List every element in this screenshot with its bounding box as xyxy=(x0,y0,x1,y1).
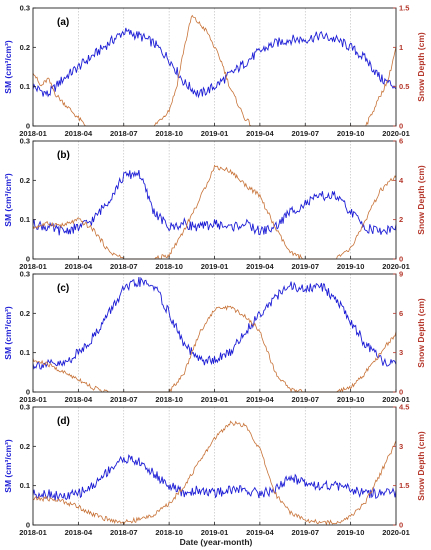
panel-d: 0 0.1 0.2 0.3 0 1.5 3 4.5 2018-01 2018-04 2018-07 2… xyxy=(3,403,426,538)
x-tick-label: 2019-10 xyxy=(337,262,365,271)
x-tick-label: 2018-10 xyxy=(155,528,183,537)
sm-series-line xyxy=(32,170,397,236)
x-tick-label: 2018-01 xyxy=(19,528,47,537)
x-tick-label: 2018-10 xyxy=(155,262,183,271)
x-tick-label: 2019-01 xyxy=(201,262,229,271)
y-right-tick-label: 6 xyxy=(399,309,403,318)
y-left-tick-label: 0.1 xyxy=(20,82,30,91)
y-left-tick-label: 0 xyxy=(26,122,30,131)
y-right-axis-title: Snow Depth (cm) xyxy=(416,298,426,368)
x-tick-label: 2019-07 xyxy=(291,262,319,271)
x-tick-label: 2020-01 xyxy=(382,395,410,404)
x-axis-title: Date (year-month) xyxy=(180,537,253,547)
y-left-tick-label: 0 xyxy=(26,255,30,264)
y-right-tick-label: 0 xyxy=(399,255,403,264)
chart-panels: 0 0.1 0.2 0.3 0 0.5 1 1.5 2018-01 2018-04 2018-07 2… xyxy=(3,4,426,538)
x-tick-label: 2019-10 xyxy=(337,395,365,404)
y-right-tick-label: 0 xyxy=(399,521,403,530)
x-tick-label: 2018-04 xyxy=(65,129,93,138)
x-tick-label: 2018-10 xyxy=(155,129,183,138)
y-right-tick-label: 0 xyxy=(399,122,403,131)
x-tick-label: 2019-01 xyxy=(201,129,229,138)
y-left-axis-title: SM (cm³/cm³) xyxy=(3,40,13,94)
x-tick-label: 2018-04 xyxy=(65,395,93,404)
x-tick-label: 2020-01 xyxy=(382,262,410,271)
panel-c: 0 0.1 0.2 0.3 0 3 6 9 2018-01 2018-04 2018-07 2018-… xyxy=(3,270,426,405)
x-tick-label: 2018-01 xyxy=(19,129,47,138)
y-right-axis-title: Snow Depth (cm) xyxy=(416,431,426,501)
y-left-tick-label: 0.1 xyxy=(20,481,30,490)
y-left-tick-label: 0.2 xyxy=(20,309,30,318)
panel-b: 0 0.1 0.2 0.3 0 2 4 6 2018-01 2018-04 2018-07 2018-… xyxy=(3,137,426,272)
y-right-tick-label: 1.5 xyxy=(399,481,409,490)
y-right-tick-label: 3 xyxy=(399,442,403,451)
x-tick-label: 2019-04 xyxy=(246,262,274,271)
y-right-tick-label: 3 xyxy=(399,348,403,357)
y-left-tick-label: 0.2 xyxy=(20,442,30,451)
panel-label: (d) xyxy=(57,416,70,427)
x-tick-label: 2018-01 xyxy=(19,395,47,404)
panel-label: (b) xyxy=(57,150,70,161)
snow-depth-series-line xyxy=(32,420,397,526)
x-tick-label: 2019-07 xyxy=(291,528,319,537)
sm-series-line xyxy=(32,27,397,99)
y-right-tick-label: 4 xyxy=(399,176,404,185)
x-tick-label: 2020-01 xyxy=(382,129,410,138)
x-tick-label: 2019-04 xyxy=(246,129,274,138)
x-tick-label: 2019-10 xyxy=(337,129,365,138)
y-left-axis-title: SM (cm³/cm³) xyxy=(3,439,13,493)
x-tick-label: 2018-07 xyxy=(110,262,138,271)
y-left-tick-label: 0.3 xyxy=(20,4,30,13)
x-tick-label: 2018-07 xyxy=(110,129,138,138)
x-tick-label: 2019-07 xyxy=(291,129,319,138)
x-tick-label: 2019-04 xyxy=(246,528,274,537)
snow-depth-series-line xyxy=(32,164,397,260)
sm-series-line xyxy=(32,276,397,370)
x-tick-label: 2018-04 xyxy=(65,528,93,537)
x-tick-label: 2018-04 xyxy=(65,262,93,271)
x-tick-label: 2020-01 xyxy=(382,528,410,537)
y-left-tick-label: 0.3 xyxy=(20,270,30,279)
x-tick-label: 2019-07 xyxy=(291,395,319,404)
y-right-tick-label: 6 xyxy=(399,137,403,146)
y-left-tick-label: 0.1 xyxy=(20,348,30,357)
y-right-tick-label: 4.5 xyxy=(399,403,409,412)
x-tick-label: 2018-07 xyxy=(110,528,138,537)
x-tick-label: 2019-10 xyxy=(337,528,365,537)
y-left-tick-label: 0.2 xyxy=(20,43,30,52)
x-tick-label: 2019-01 xyxy=(201,528,229,537)
x-tick-label: 2019-01 xyxy=(201,395,229,404)
y-right-tick-label: 2 xyxy=(399,215,403,224)
x-tick-label: 2019-04 xyxy=(246,395,274,404)
sm-series-line xyxy=(32,454,397,502)
y-right-tick-label: 1.5 xyxy=(399,4,409,13)
x-tick-label: 2018-10 xyxy=(155,395,183,404)
y-left-tick-label: 0 xyxy=(26,388,30,397)
panel-label: (c) xyxy=(57,283,69,294)
y-left-tick-label: 0.3 xyxy=(20,137,30,146)
y-right-tick-label: 0.5 xyxy=(399,82,409,91)
y-left-tick-label: 0.1 xyxy=(20,215,30,224)
y-left-tick-label: 0.2 xyxy=(20,176,30,185)
y-right-tick-label: 9 xyxy=(399,270,403,279)
y-right-tick-label: 0 xyxy=(399,388,403,397)
y-right-axis-title: Snow Depth (cm) xyxy=(416,165,426,235)
y-left-axis-title: SM (cm³/cm³) xyxy=(3,173,13,227)
x-tick-label: 2018-01 xyxy=(19,262,47,271)
y-left-tick-label: 0 xyxy=(26,521,30,530)
y-left-tick-label: 0.3 xyxy=(20,403,30,412)
y-right-axis-title: Snow Depth (cm) xyxy=(416,32,426,102)
y-right-tick-label: 1 xyxy=(399,43,403,52)
panel-a: 0 0.1 0.2 0.3 0 0.5 1 1.5 2018-01 2018-04 2018-07 2… xyxy=(3,4,426,139)
panel-label: (a) xyxy=(57,17,69,28)
x-tick-label: 2018-07 xyxy=(110,395,138,404)
y-left-axis-title: SM (cm³/cm³) xyxy=(3,306,13,360)
